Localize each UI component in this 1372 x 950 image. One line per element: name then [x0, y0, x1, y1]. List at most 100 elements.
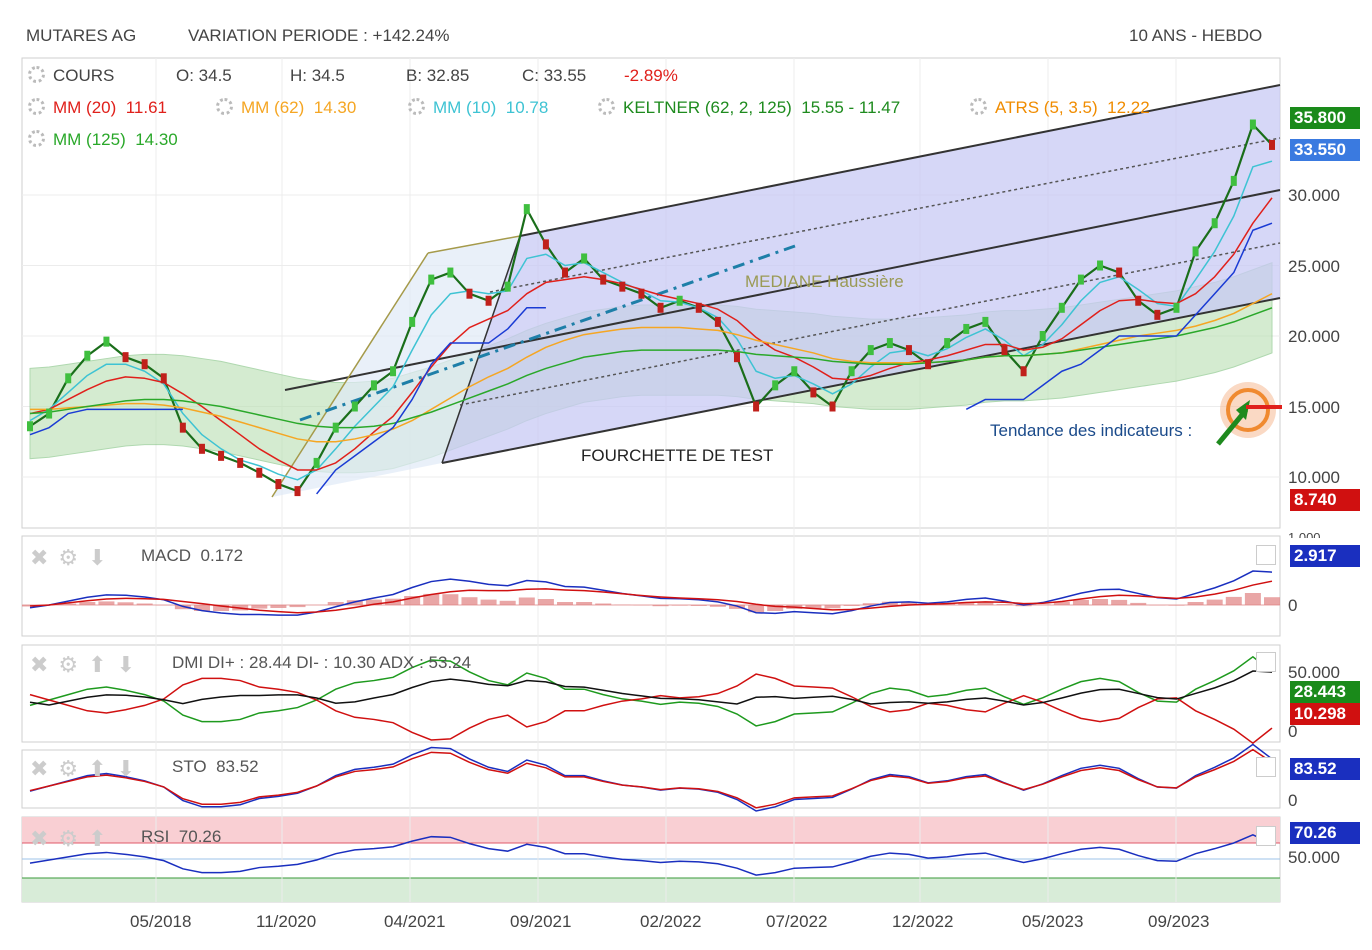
candle: [504, 281, 511, 292]
fork-upper-line: [519, 84, 1281, 237]
candle: [867, 345, 874, 356]
candle: [198, 443, 205, 454]
gear-icon[interactable]: [28, 130, 45, 147]
dmi-title: DMI DI+ : 28.44 DI- : 10.30 ADX : 53.24: [172, 653, 472, 672]
panel-frame: [21, 644, 1281, 743]
fork-quarter-line: [489, 137, 1281, 293]
x-tick: 05/2023: [1022, 912, 1084, 931]
x-tick: 09/2021: [510, 912, 572, 931]
macd-hist-bar: [690, 605, 707, 606]
candle: [179, 422, 186, 433]
legend-mm10[interactable]: MM (10) 10.78: [408, 98, 548, 118]
candle: [27, 421, 33, 432]
x-tick: 07/2022: [766, 912, 828, 931]
y-tick-10: 10.000: [1288, 468, 1340, 487]
sto-checkbox[interactable]: [1256, 757, 1276, 777]
macd-hist-bar: [461, 597, 478, 605]
adx: [29, 670, 1273, 706]
dash-trendline: [299, 244, 796, 422]
macd-hist-bar: [748, 605, 765, 613]
dmi-plus: [29, 655, 1273, 727]
macd-hist-bar: [442, 594, 459, 605]
dmi-tick-50: 50.000: [1288, 663, 1340, 682]
macd-hist-bar: [843, 605, 860, 606]
macd-hist-bar: [1244, 593, 1261, 605]
rsi-checkbox[interactable]: [1256, 826, 1276, 846]
candle: [218, 450, 225, 461]
candle: [447, 267, 454, 278]
candle: [1173, 302, 1180, 313]
gear-icon[interactable]: [970, 98, 987, 115]
series-atrs-5-3-5-: [965, 222, 1273, 410]
sto-d: [29, 748, 1273, 809]
gear-icon[interactable]: [28, 98, 45, 115]
legend-cours[interactable]: COURS: [28, 66, 114, 86]
gear-icon[interactable]: [28, 66, 45, 83]
candle: [160, 373, 167, 384]
macd-hist-bar: [728, 605, 745, 609]
panel-controls-rsi[interactable]: ✖⚙⬆: [30, 826, 117, 851]
candle: [1039, 331, 1046, 341]
legend-mm20[interactable]: MM (20) 11.61: [28, 98, 167, 118]
sto-title: STO 83.52: [172, 757, 259, 776]
candle: [256, 467, 263, 478]
macd-hist-bar: [518, 597, 535, 605]
candle: [409, 316, 416, 327]
legend-keltner[interactable]: KELTNER (62, 2, 125) 15.55 - 11.47: [598, 98, 900, 118]
macd-checkbox[interactable]: [1256, 545, 1276, 565]
dmi-checkbox[interactable]: [1256, 652, 1276, 672]
legend-atrs[interactable]: ATRS (5, 3.5) 12.22: [970, 98, 1150, 118]
candle: [84, 350, 91, 361]
candle: [638, 288, 645, 299]
macd-hist-bar: [900, 602, 917, 605]
candle: [753, 401, 760, 412]
panel-controls-sto[interactable]: ✖⚙⬆⬇: [30, 756, 146, 781]
candle: [370, 380, 377, 391]
period-label[interactable]: 10 ANS - HEBDO: [1129, 26, 1263, 45]
gear-icon[interactable]: [598, 98, 615, 115]
panel-controls-dmi[interactable]: ✖⚙⬆⬇: [30, 652, 146, 677]
candle: [46, 408, 53, 419]
candle: [772, 380, 779, 391]
candle: [65, 373, 72, 384]
candle: [390, 366, 397, 377]
legend-mm62[interactable]: MM (62) 14.30: [216, 98, 356, 118]
candle: [122, 352, 129, 363]
candle: [332, 422, 339, 433]
series-atrs-5-3-5-: [316, 307, 546, 495]
macd-hist-bar: [193, 605, 210, 611]
gear-icon[interactable]: [408, 98, 425, 115]
badge-dip: 28.443: [1290, 681, 1360, 703]
macd-hist-bar: [805, 605, 822, 609]
candle: [1135, 295, 1142, 306]
panel-frame: [21, 535, 1281, 637]
candle: [695, 302, 702, 313]
trend-arrow-icon: [1216, 408, 1248, 446]
gear-icon[interactable]: [216, 98, 233, 115]
candle: [829, 401, 836, 412]
macd-hist-bar: [98, 601, 115, 605]
candle: [1269, 139, 1275, 150]
x-tick: 05/2018: [130, 912, 192, 931]
macd-line: [29, 570, 1273, 616]
candle: [1077, 274, 1084, 285]
macd-hist-bar: [1264, 597, 1280, 605]
macd-hist-bar: [404, 596, 421, 605]
open-value: O: 34.5: [176, 66, 232, 85]
candle: [905, 345, 912, 356]
panel-controls-macd[interactable]: ✖⚙⬇: [30, 545, 117, 570]
legend-mm125[interactable]: MM (125) 14.30: [28, 130, 178, 150]
macd-hist-bar: [79, 602, 96, 605]
macd-hist-bar: [289, 605, 306, 608]
rsi-tick-50: 50.000: [1288, 848, 1340, 867]
candle: [1211, 218, 1218, 229]
macd-hist-bar: [958, 602, 975, 605]
badge-rsi: 70.26: [1290, 822, 1360, 844]
tendance-label: Tendance des indicateurs :: [990, 421, 1193, 440]
low-value: B: 32.85: [406, 66, 470, 85]
median-top: [427, 235, 521, 254]
macd-tick-1000: 1.000: [1288, 530, 1321, 538]
change-percent: -2.89%: [624, 66, 678, 85]
candle: [714, 316, 721, 327]
macd-hist-bar: [652, 605, 669, 607]
